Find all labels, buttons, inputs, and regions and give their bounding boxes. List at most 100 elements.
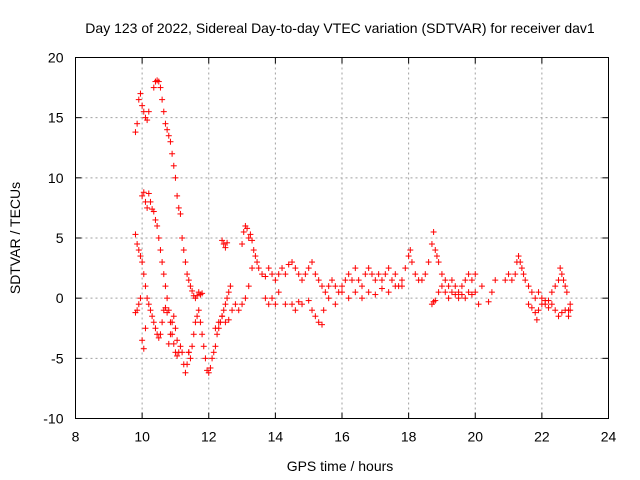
data-point	[385, 289, 392, 296]
data-point	[137, 253, 144, 260]
data-point	[358, 283, 365, 290]
data-point	[239, 241, 246, 248]
data-point	[488, 289, 495, 296]
data-point	[165, 132, 172, 139]
data-point	[375, 271, 382, 278]
data-point	[285, 261, 292, 268]
data-point	[244, 225, 251, 232]
data-point	[425, 259, 432, 266]
data-point	[177, 343, 184, 350]
y-tick-label: 5	[56, 230, 64, 246]
data-point	[292, 307, 299, 314]
data-point	[432, 297, 439, 304]
data-point	[220, 307, 227, 314]
data-point	[177, 210, 184, 217]
data-point	[220, 241, 227, 248]
x-tick-label: 14	[268, 429, 284, 445]
data-point	[475, 301, 482, 308]
data-point	[378, 277, 385, 284]
data-point	[254, 259, 261, 266]
data-point	[405, 253, 412, 260]
data-point	[320, 307, 327, 314]
data-point	[212, 343, 219, 350]
data-point	[222, 319, 229, 326]
data-point	[134, 241, 141, 248]
data-point	[542, 297, 549, 304]
data-point	[392, 283, 399, 290]
data-point	[155, 78, 162, 85]
data-point	[468, 277, 475, 284]
data-point	[365, 265, 372, 272]
data-point	[167, 138, 174, 145]
x-tick-label: 16	[334, 429, 350, 445]
data-point	[567, 301, 574, 308]
data-point	[259, 271, 266, 278]
data-point	[563, 289, 570, 296]
data-point	[145, 190, 152, 197]
data-point	[528, 304, 535, 311]
data-point	[458, 291, 465, 298]
data-point	[535, 307, 542, 314]
data-point	[249, 265, 256, 272]
data-point	[265, 301, 272, 308]
data-point	[162, 304, 169, 311]
data-point	[295, 271, 302, 278]
data-point	[533, 316, 540, 323]
data-point	[265, 265, 272, 272]
data-point	[372, 291, 379, 298]
data-point	[150, 208, 157, 215]
data-point	[164, 309, 171, 316]
data-point	[154, 222, 161, 229]
data-point	[339, 289, 345, 296]
data-point	[408, 259, 415, 266]
data-point	[435, 259, 442, 266]
data-point	[512, 271, 519, 278]
data-point	[418, 277, 425, 284]
data-point	[214, 331, 221, 338]
data-point	[139, 337, 146, 344]
data-point	[435, 289, 442, 296]
data-point	[139, 192, 146, 199]
data-point	[255, 265, 262, 272]
data-point	[565, 313, 572, 320]
data-point	[522, 277, 529, 284]
x-tick-label: 12	[201, 429, 217, 445]
data-point	[189, 343, 196, 350]
data-point	[172, 174, 179, 181]
data-point	[282, 301, 289, 308]
data-point	[184, 361, 191, 368]
data-point	[162, 120, 169, 127]
data-point	[140, 189, 147, 196]
data-point	[485, 298, 492, 305]
data-point	[309, 259, 316, 266]
data-point	[505, 271, 512, 278]
data-point	[329, 277, 336, 284]
data-point	[548, 301, 555, 308]
data-point	[137, 90, 144, 97]
data-points	[132, 77, 574, 376]
data-point	[239, 301, 246, 308]
data-point	[352, 265, 359, 272]
data-point	[325, 295, 332, 302]
data-point	[382, 271, 389, 278]
data-point	[275, 289, 282, 296]
data-point	[199, 331, 206, 338]
data-point	[137, 295, 144, 302]
data-point	[167, 331, 174, 338]
data-point	[545, 304, 552, 311]
data-point	[492, 277, 499, 284]
data-point	[245, 235, 252, 241]
data-point	[222, 244, 229, 251]
data-point	[135, 247, 142, 254]
plot-frame	[75, 57, 609, 419]
data-point	[319, 283, 326, 290]
data-point	[538, 295, 545, 302]
data-point	[445, 295, 452, 302]
data-point	[432, 247, 439, 254]
data-point	[134, 307, 141, 314]
data-point	[388, 277, 395, 284]
data-point	[242, 295, 249, 302]
data-point	[207, 364, 214, 371]
data-point	[398, 277, 405, 284]
